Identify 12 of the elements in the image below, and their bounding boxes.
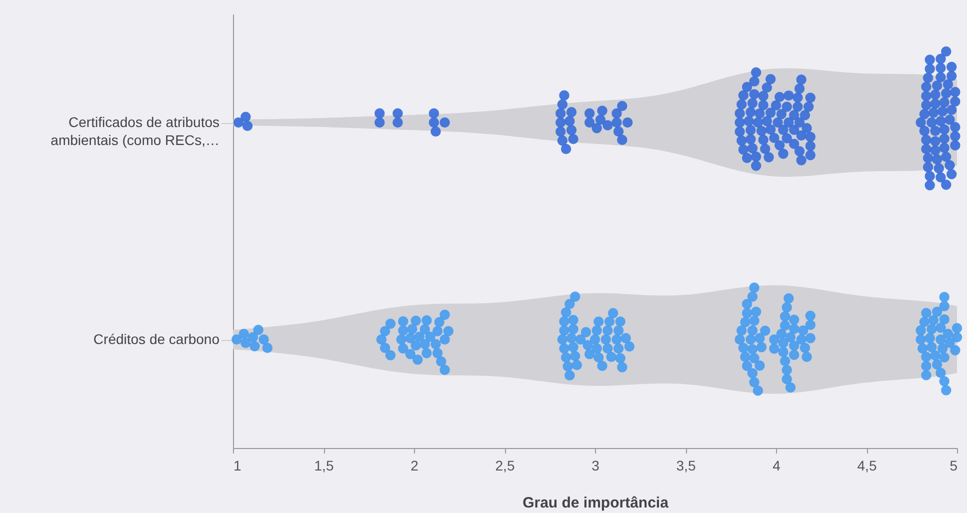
- x-tick-label: 5: [950, 458, 958, 474]
- x-tick-label: 2: [410, 458, 419, 474]
- x-axis-title: Grau de importância: [522, 494, 670, 512]
- x-tick-label: 1,5: [314, 458, 334, 474]
- x-tick-label: 1: [234, 458, 242, 474]
- x-tick-label: 2,5: [495, 458, 515, 474]
- x-tick-label: 4,5: [857, 458, 877, 474]
- y-tick-label: Créditos de carbono: [93, 331, 220, 347]
- x-tick-label: 3,5: [676, 458, 696, 474]
- x-tick-label: 4: [772, 458, 781, 474]
- x-tick-label: 3: [592, 458, 600, 474]
- y-tick-label: Certificados de atributos ambientais (como RECs,…: [50, 114, 220, 148]
